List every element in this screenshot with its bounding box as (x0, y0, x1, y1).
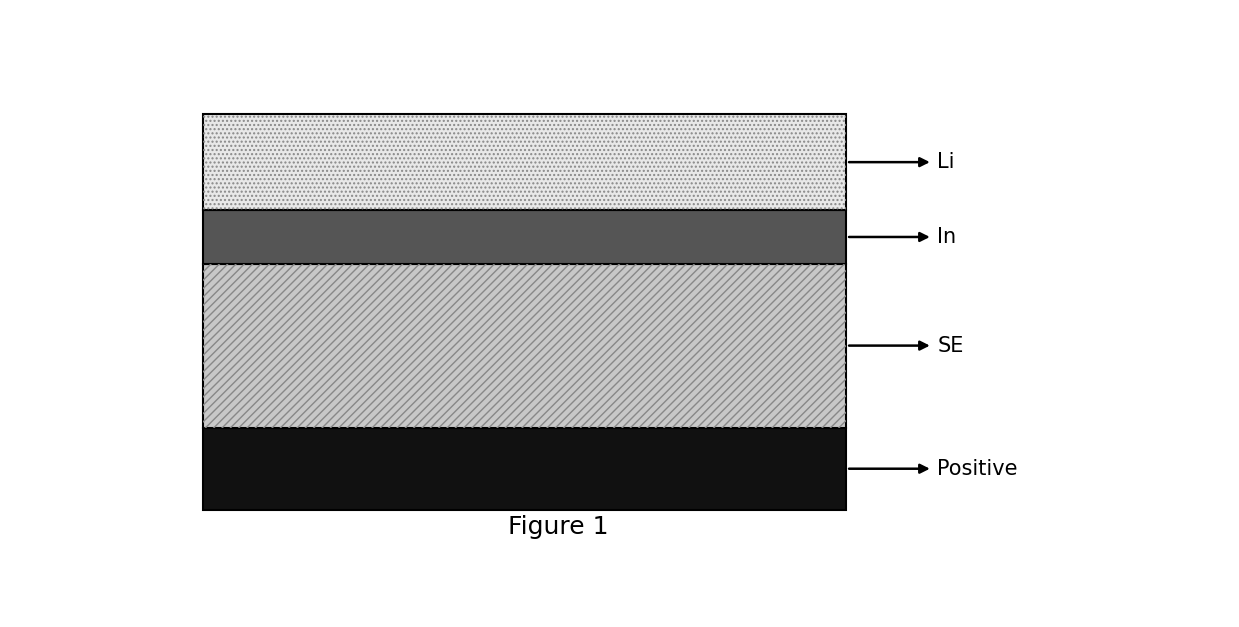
Bar (203, 114, 846, 211)
Text: SE: SE (938, 335, 964, 356)
Text: Figure 1: Figure 1 (508, 515, 608, 539)
Text: Positive: Positive (938, 459, 1018, 478)
Text: Li: Li (938, 152, 955, 172)
Bar (203, 263, 846, 428)
Bar (203, 211, 846, 263)
Bar (203, 428, 846, 510)
Bar (203, 263, 846, 428)
Text: In: In (938, 227, 957, 247)
Bar (203, 114, 846, 211)
